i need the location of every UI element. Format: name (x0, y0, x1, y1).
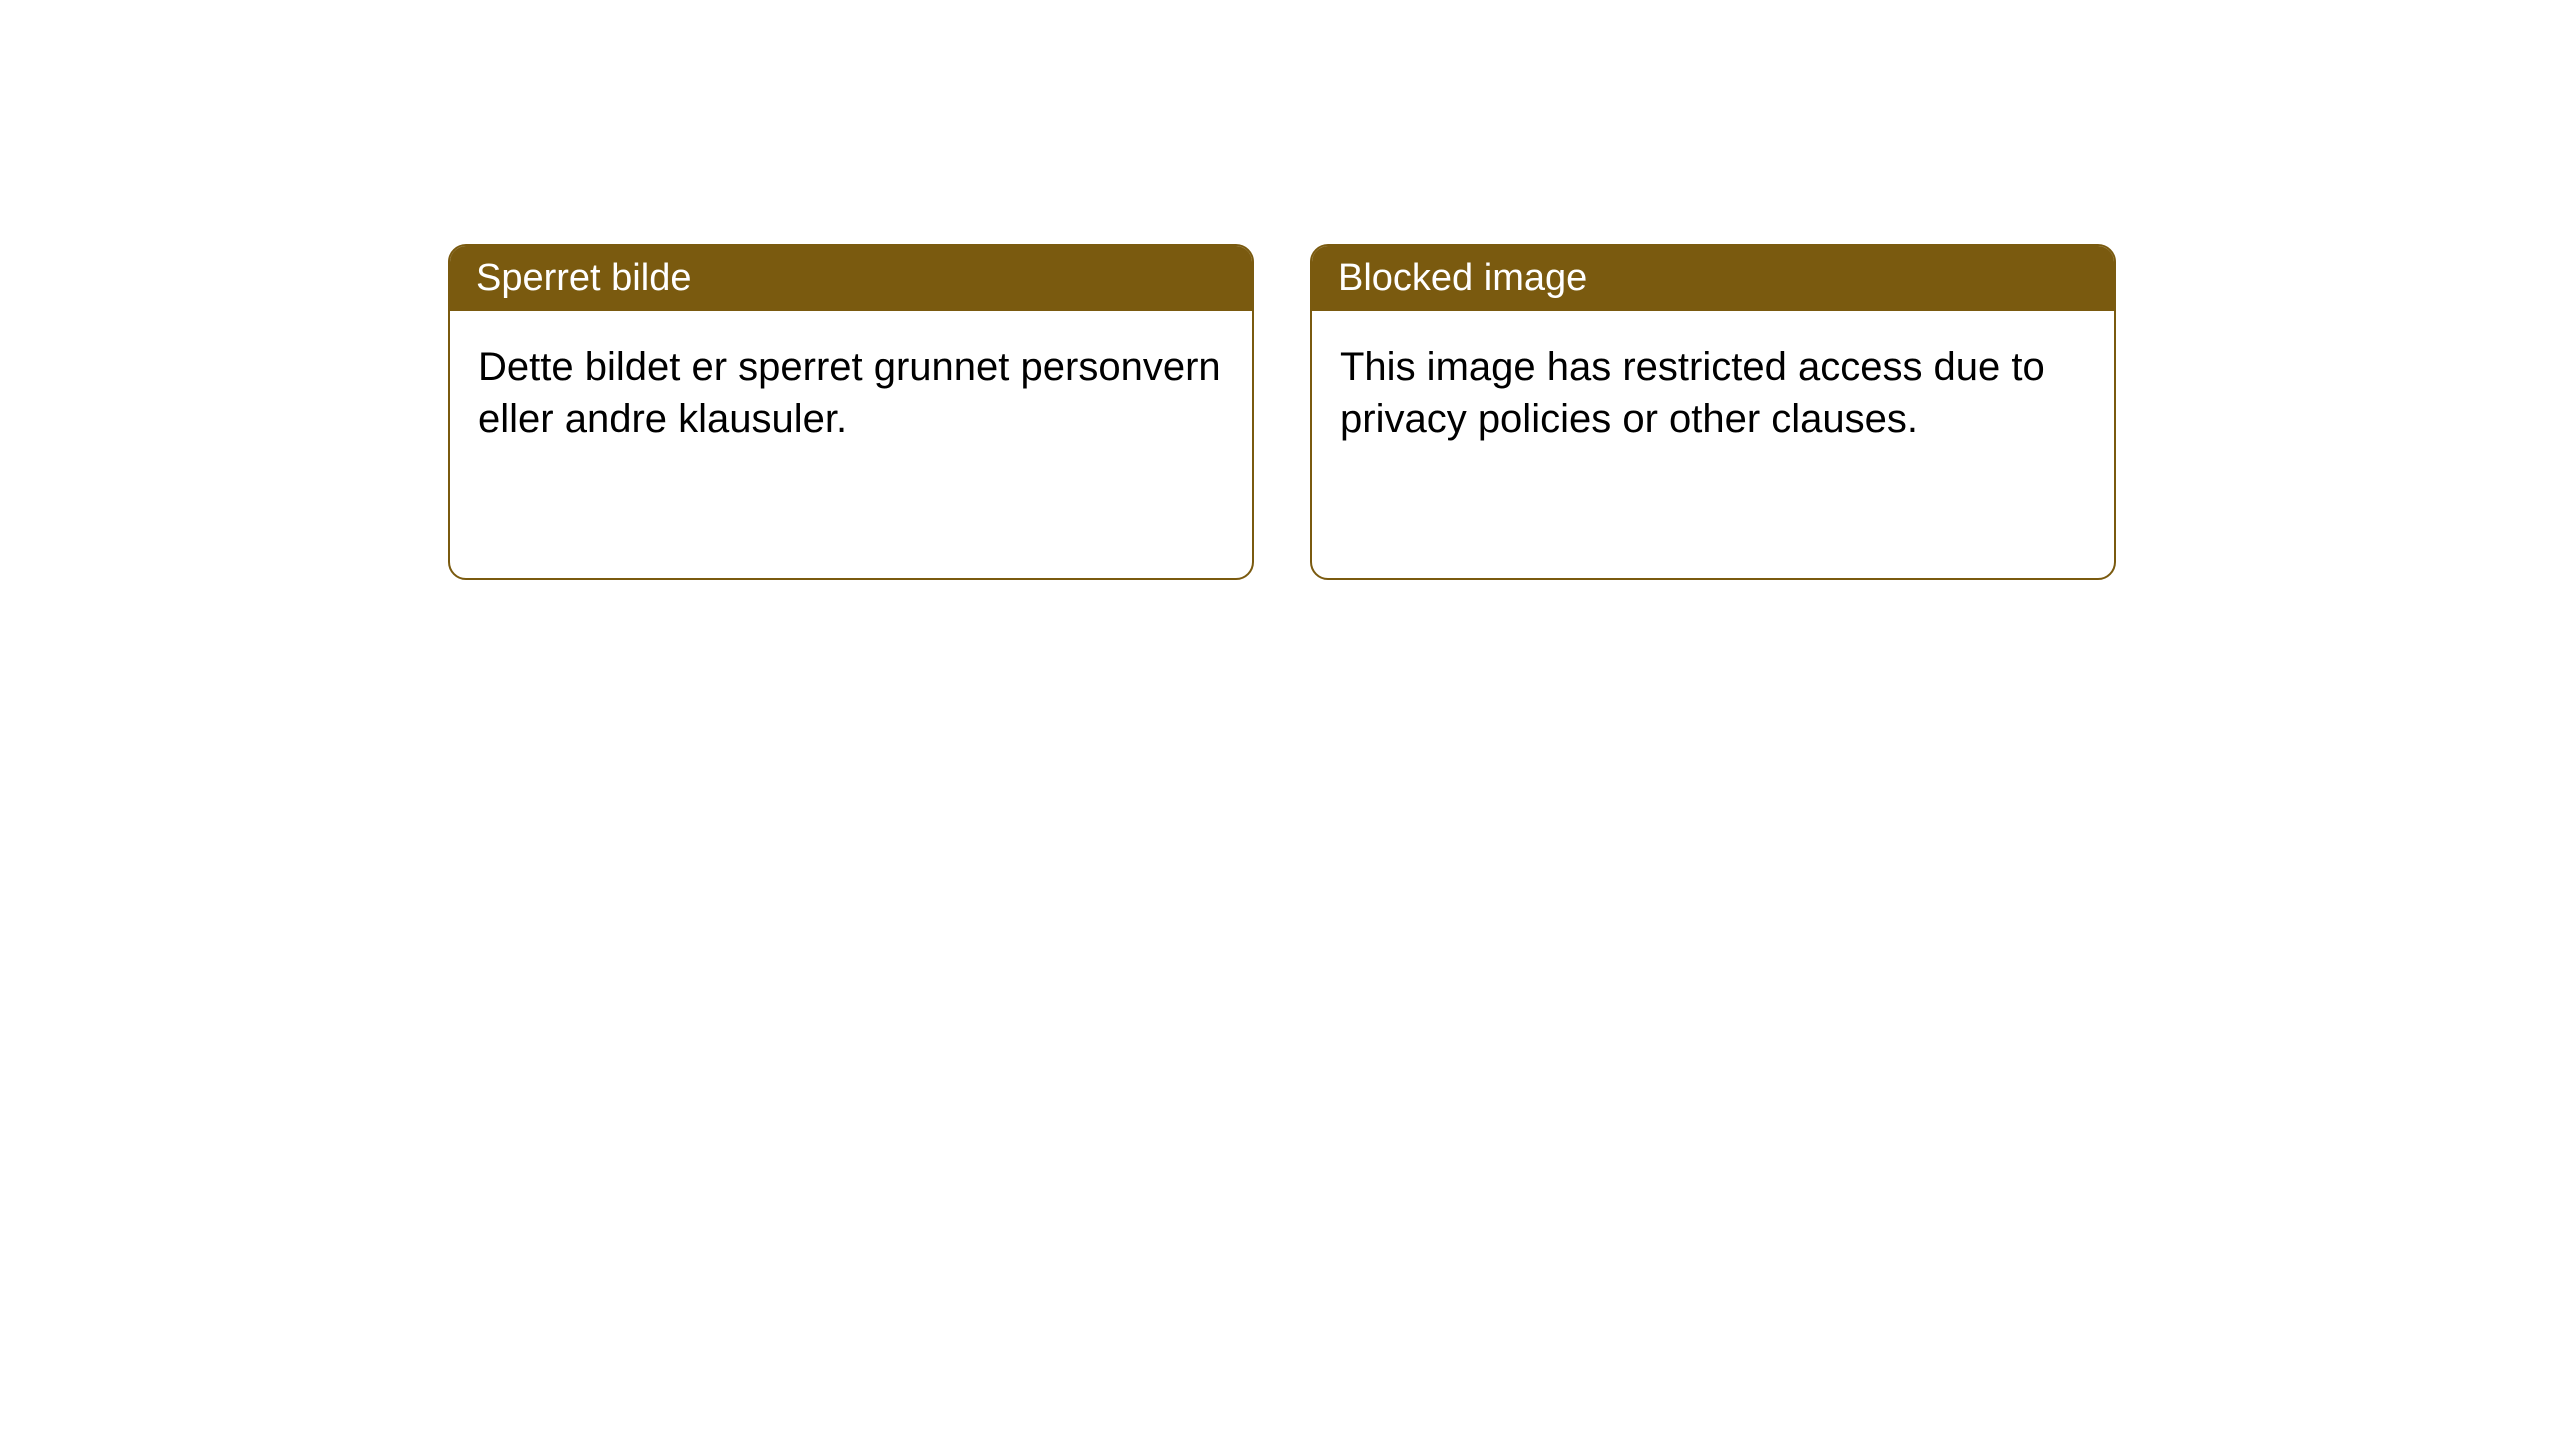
cards-container: Sperret bilde Dette bildet er sperret gr… (0, 0, 2560, 580)
blocked-image-card-no: Sperret bilde Dette bildet er sperret gr… (448, 244, 1254, 580)
blocked-image-card-en: Blocked image This image has restricted … (1310, 244, 2116, 580)
card-header-en: Blocked image (1312, 246, 2114, 311)
card-body-en: This image has restricted access due to … (1312, 311, 2114, 475)
card-header-no: Sperret bilde (450, 246, 1252, 311)
card-body-no: Dette bildet er sperret grunnet personve… (450, 311, 1252, 475)
